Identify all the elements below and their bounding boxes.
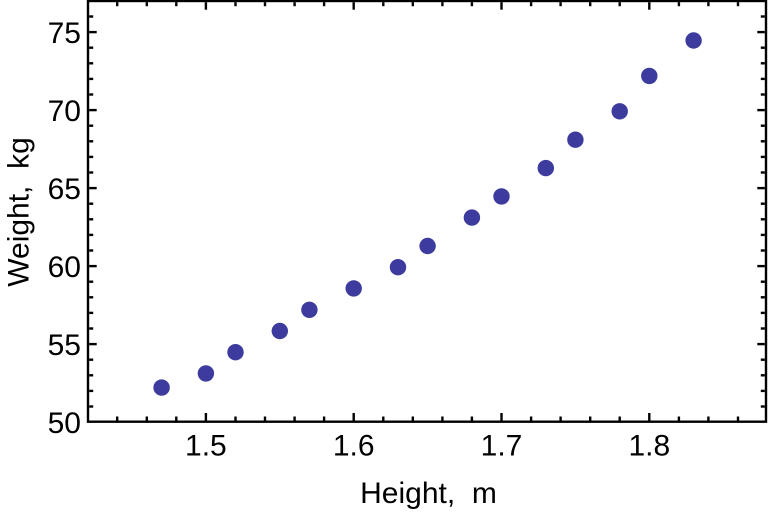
svg-text:1.6: 1.6 (333, 430, 375, 463)
svg-text:50: 50 (48, 407, 81, 440)
svg-text:75: 75 (48, 17, 81, 50)
svg-text:1.8: 1.8 (628, 430, 670, 463)
svg-text:1.5: 1.5 (185, 430, 227, 463)
svg-text:Height, m: Height, m (360, 477, 497, 510)
svg-text:60: 60 (48, 251, 81, 284)
svg-text:65: 65 (48, 173, 81, 206)
svg-text:Weight, kg: Weight, kg (3, 137, 36, 287)
svg-text:70: 70 (48, 95, 81, 128)
svg-text:55: 55 (48, 329, 81, 362)
svg-text:1.7: 1.7 (481, 430, 523, 463)
